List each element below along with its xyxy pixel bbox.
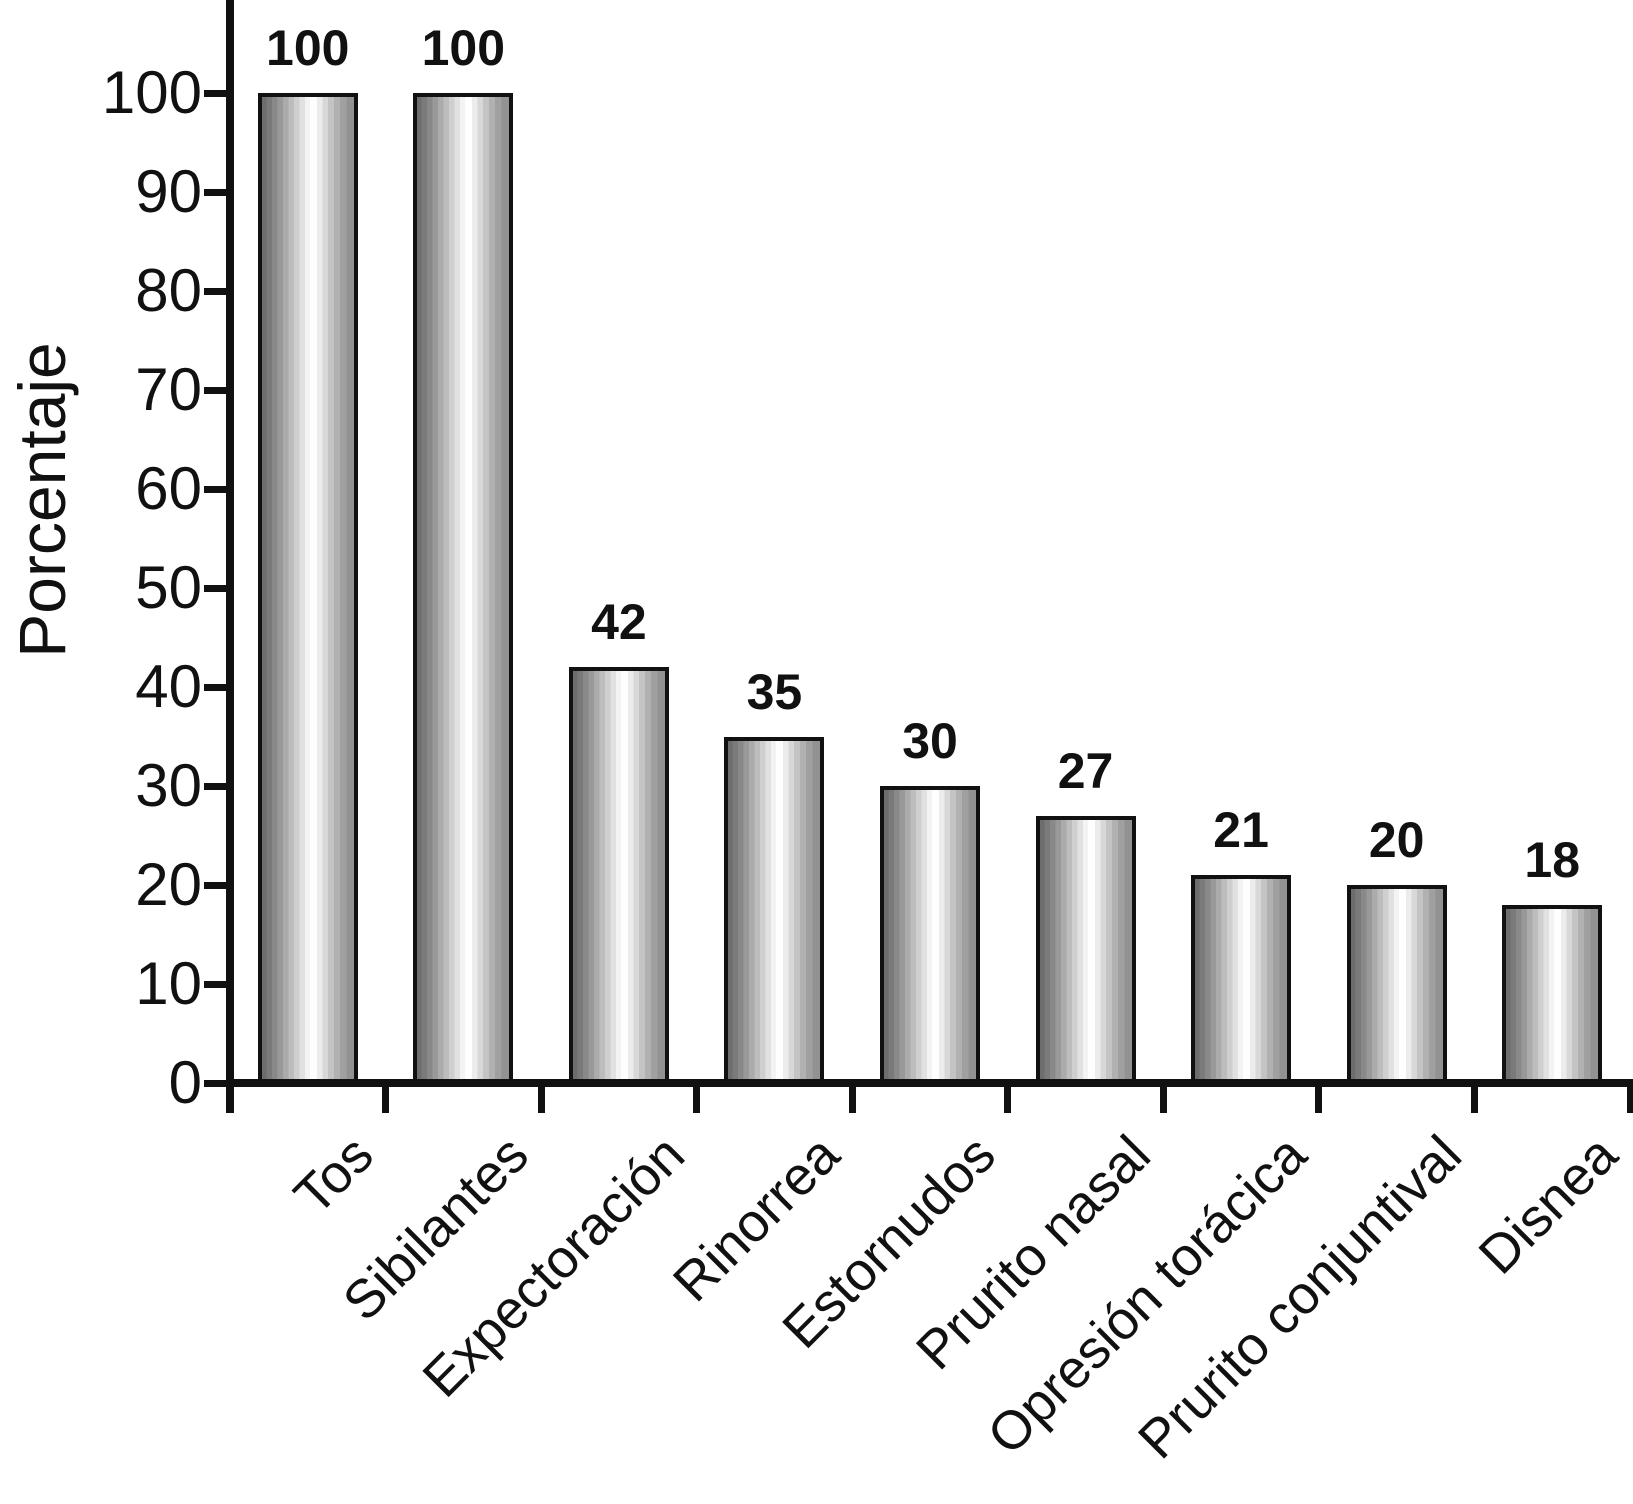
bar — [1346, 885, 1447, 1085]
bar — [257, 93, 358, 1085]
y-tick-label: 80 — [135, 257, 202, 324]
y-tick-label: 0 — [168, 1049, 202, 1116]
bar-value-label: 100 — [266, 20, 350, 76]
x-tick — [382, 1083, 390, 1113]
bar-value-label: 27 — [1057, 742, 1114, 799]
category-label: Disnea — [1467, 1124, 1629, 1286]
y-tick — [204, 287, 230, 295]
bar — [724, 736, 825, 1085]
x-tick — [1470, 1083, 1478, 1113]
y-tick-label: 20 — [135, 851, 202, 918]
y-tick — [204, 89, 230, 97]
bar-value-label: 35 — [746, 663, 803, 720]
bar — [1191, 875, 1292, 1085]
x-axis-line — [226, 1079, 1633, 1087]
y-tick-label: 100 — [101, 59, 202, 126]
y-tick — [204, 386, 230, 394]
y-tick — [204, 881, 230, 889]
y-tick-label: 30 — [135, 752, 202, 819]
x-tick — [1626, 1083, 1633, 1113]
x-tick — [226, 1083, 234, 1113]
y-tick — [204, 485, 230, 493]
x-tick — [693, 1083, 701, 1113]
bar-value-label: 42 — [591, 594, 647, 651]
x-tick — [537, 1083, 545, 1113]
x-tick — [1315, 1083, 1323, 1113]
y-tick-label: 90 — [135, 158, 202, 225]
y-tick-label: 60 — [135, 455, 202, 522]
x-tick — [1004, 1083, 1012, 1113]
bar — [1502, 904, 1603, 1085]
y-axis-line — [226, 0, 234, 1113]
y-tick — [204, 782, 230, 790]
bar-value-label: 20 — [1368, 812, 1425, 868]
x-tick — [848, 1083, 856, 1113]
bar-value-label: 18 — [1524, 831, 1581, 888]
y-tick-label: 70 — [135, 356, 202, 423]
y-tick-label: 10 — [135, 950, 202, 1017]
bar — [568, 667, 669, 1085]
x-tick — [1159, 1083, 1167, 1113]
bar — [1035, 815, 1136, 1085]
bar — [880, 786, 980, 1085]
bar-value-label: 100 — [421, 20, 506, 76]
y-tick — [204, 980, 230, 988]
y-tick-label: 50 — [135, 554, 202, 621]
bar-value-label: 30 — [902, 713, 958, 769]
y-tick-label: 40 — [135, 653, 202, 720]
y-tick — [204, 584, 230, 592]
category-label: Tos — [282, 1124, 385, 1227]
y-tick — [204, 1079, 230, 1087]
y-tick — [204, 683, 230, 691]
bar — [413, 93, 514, 1085]
y-tick — [204, 188, 230, 196]
bar-value-label: 21 — [1213, 802, 1269, 859]
